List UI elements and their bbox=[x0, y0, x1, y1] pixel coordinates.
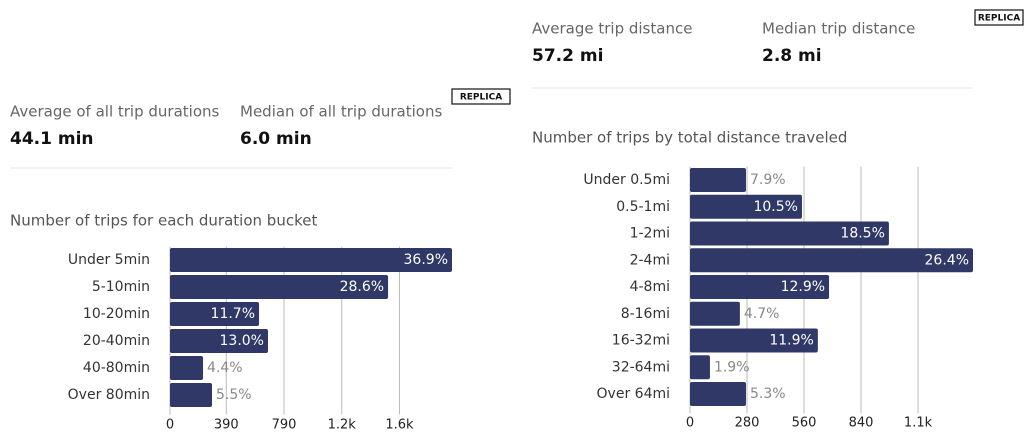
stat-label: Average trip distance bbox=[532, 20, 692, 38]
badge-box bbox=[451, 88, 511, 105]
bar bbox=[690, 248, 973, 273]
bar-label: 18.5% bbox=[840, 226, 884, 242]
bar bbox=[170, 383, 212, 407]
bar bbox=[690, 221, 889, 246]
category-label: Under 5min bbox=[68, 252, 150, 268]
stat-value: 2.8 mi bbox=[762, 46, 822, 66]
badge: REPLICA bbox=[978, 14, 1020, 24]
x-tick-label: 840 bbox=[849, 416, 874, 431]
chart-title: Number of trips for each duration bucket bbox=[10, 212, 317, 230]
category-label: 20-40min bbox=[83, 333, 150, 349]
stat-label: Median of all trip durations bbox=[240, 103, 442, 121]
category-label: 10-20min bbox=[83, 306, 150, 322]
bar bbox=[170, 275, 389, 299]
category-label: 32-64mi bbox=[612, 359, 670, 375]
bar-label: 36.9% bbox=[404, 252, 448, 268]
bar bbox=[690, 275, 830, 299]
bar bbox=[690, 355, 710, 380]
bar bbox=[170, 356, 204, 380]
x-tick-label: 280 bbox=[735, 416, 760, 431]
x-tick-label: 1.2k bbox=[328, 418, 357, 432]
category-label: 0.5-1mi bbox=[616, 199, 670, 215]
category-label: Under 0.5mi bbox=[583, 172, 670, 188]
x-tick-label: 0 bbox=[686, 416, 694, 431]
bar bbox=[690, 382, 746, 406]
category-label: 1-2mi bbox=[630, 226, 670, 242]
stat-label: Median trip distance bbox=[762, 20, 915, 38]
stat-value: 44.1 min bbox=[10, 129, 94, 149]
category-label: 16-32mi bbox=[612, 333, 670, 349]
chart-title: Number of trips by total distance travel… bbox=[532, 129, 847, 147]
x-tick-label: 1.1k bbox=[904, 416, 933, 431]
bar-label: 28.6% bbox=[340, 279, 384, 295]
bar-label: 10.5% bbox=[753, 199, 797, 215]
category-label: Over 80min bbox=[68, 387, 150, 403]
x-tick-label: 1.6k bbox=[385, 418, 414, 432]
x-tick-label: 790 bbox=[272, 418, 297, 432]
bar-label: 5.5% bbox=[216, 387, 252, 403]
category-label: 2-4mi bbox=[630, 252, 670, 268]
category-label: 5-10min bbox=[92, 279, 150, 295]
x-tick-label: 0 bbox=[166, 418, 174, 432]
bar-label: 7.9% bbox=[750, 172, 786, 188]
bar bbox=[170, 329, 268, 353]
bar-label: 4.4% bbox=[207, 360, 243, 376]
bar bbox=[690, 168, 746, 192]
x-tick-label: 390 bbox=[214, 418, 239, 432]
bar-label: 13.0% bbox=[220, 333, 264, 349]
x-tick-label: 560 bbox=[792, 416, 817, 431]
category-label: 40-80min bbox=[83, 360, 150, 376]
bar-label: 4.7% bbox=[744, 306, 780, 322]
bar-label: 26.4% bbox=[925, 252, 969, 268]
bar-label: 11.9% bbox=[769, 333, 813, 349]
bar bbox=[690, 194, 802, 219]
category-label: 8-16mi bbox=[621, 306, 670, 322]
stat-label: Average of all trip durations bbox=[10, 103, 220, 121]
bar-label: 1.9% bbox=[714, 359, 750, 375]
bar bbox=[170, 302, 260, 326]
bar bbox=[170, 248, 452, 272]
bar-label: 5.3% bbox=[750, 386, 786, 402]
bar-label: 12.9% bbox=[781, 279, 825, 295]
category-label: 4-8mi bbox=[630, 279, 670, 295]
category-label: Over 64mi bbox=[597, 386, 670, 402]
badge: REPLICA bbox=[460, 93, 502, 103]
stat-value: 57.2 mi bbox=[532, 46, 603, 66]
stat-value: 6.0 min bbox=[240, 129, 312, 149]
bar-label: 11.7% bbox=[211, 306, 255, 322]
bar bbox=[690, 301, 740, 326]
badge-box bbox=[974, 9, 1024, 26]
bar bbox=[690, 328, 818, 353]
